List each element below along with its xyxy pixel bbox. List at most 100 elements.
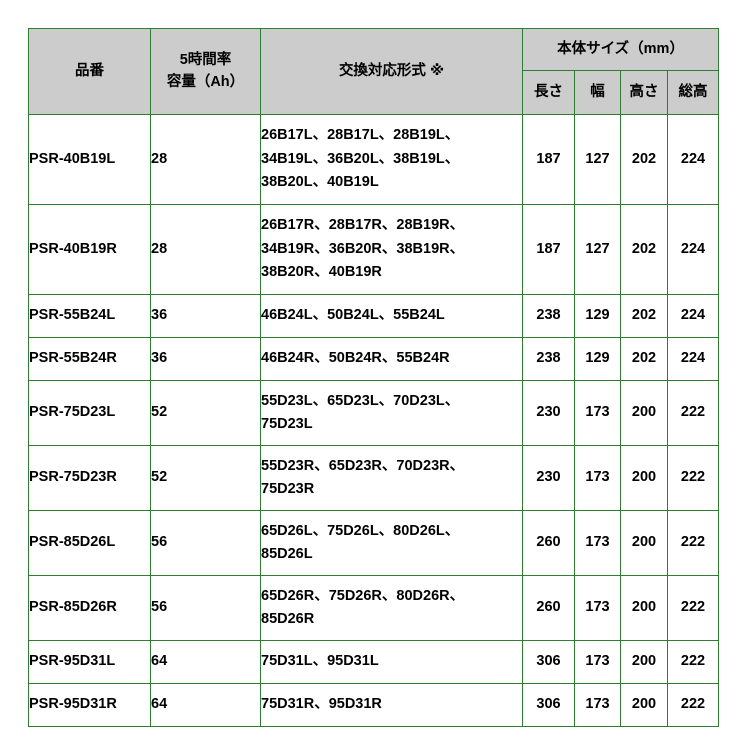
cell-height: 202 [620, 204, 668, 295]
compatible-type-line: 75D23R [261, 481, 315, 497]
cell-width: 173 [574, 640, 621, 684]
cell-length: 306 [522, 683, 575, 727]
cell-part-number: PSR-55B24L [28, 294, 151, 338]
cell-compatible-types: 55D23L、65D23L、70D23L、 75D23L [260, 380, 523, 446]
compatible-type-line: 26B17R、28B17R、28B19R、 [261, 217, 465, 234]
column-header-height: 高さ [620, 70, 668, 115]
cell-height: 200 [620, 683, 668, 727]
cell-length: 187 [522, 204, 575, 295]
cell-total-height: 222 [666, 683, 720, 727]
cell-width: 129 [574, 294, 621, 338]
cell-compatible-types: 75D31R、95D31R [260, 683, 523, 727]
cell-length: 260 [522, 575, 575, 641]
compatible-type-line: 55D23L、65D23L、70D23L、 [261, 392, 460, 409]
cell-height: 202 [620, 114, 668, 205]
column-header-compatible-types: 交換対応形式 ※ [260, 28, 523, 115]
cell-compatible-types: 65D26R、75D26R、80D26R、 85D26R [260, 575, 523, 641]
column-header-width: 幅 [574, 70, 621, 115]
cell-capacity: 52 [150, 380, 261, 446]
cell-capacity: 28 [150, 114, 261, 205]
table-row: PSR-40B19L 28 26B17L、28B17L、28B19L、 34B19L、… [28, 114, 720, 205]
column-header-length: 長さ [522, 70, 575, 115]
cell-total-height: 224 [666, 114, 720, 205]
cell-compatible-types: 65D26L、75D26L、80D26L、 85D26L [260, 510, 523, 576]
column-header-capacity: 5時間率 容量（Ah） [150, 28, 261, 115]
column-header-body-size-group: 本体サイズ（mm） [521, 28, 720, 71]
column-header-part-number: 品番 [28, 28, 151, 115]
table-row: PSR-55B24L 36 46B24L、50B24L、55B24L 238 129 20… [28, 294, 720, 338]
cell-compatible-types: 26B17L、28B17L、28B19L、 34B19L、36B20L、38B19… [260, 114, 523, 205]
table-row: PSR-85D26R 56 65D26R、75D26R、80D26R、 85D26R 2… [28, 575, 720, 641]
table-row: PSR-55B24R 36 46B24R、50B24R、55B24R 238 129 20… [28, 337, 720, 381]
cell-width: 127 [574, 114, 621, 205]
compatible-type-line: 85D26L [261, 546, 313, 562]
compatible-type-line: 38B20R、40B19R [261, 264, 382, 281]
table-row: PSR-95D31L 64 75D31L、95D31L 306 173 200 222 [28, 640, 720, 684]
cell-height: 202 [620, 294, 668, 338]
cell-length: 187 [522, 114, 575, 205]
cell-height: 200 [620, 380, 668, 446]
cell-height: 200 [620, 640, 668, 684]
cell-height: 200 [620, 575, 668, 641]
cell-capacity: 28 [150, 204, 261, 295]
compatible-type-line: 34B19L、36B20L、38B19L、 [261, 150, 460, 167]
cell-width: 173 [574, 683, 621, 727]
compatible-type-line: 46B24R、50B24R、55B24R [261, 350, 450, 367]
cell-width: 173 [574, 575, 621, 641]
cell-length: 306 [522, 640, 575, 684]
compatible-type-line: 26B17L、28B17L、28B19L、 [261, 127, 460, 144]
compatible-type-line: 46B24L、50B24L、55B24L [261, 307, 445, 324]
cell-width: 127 [574, 204, 621, 295]
cell-capacity: 64 [150, 683, 261, 727]
cell-length: 238 [522, 294, 575, 338]
cell-total-height: 222 [666, 510, 720, 576]
column-header-total-height: 総高 [666, 70, 720, 115]
compatible-type-line: 75D23L [261, 416, 313, 432]
cell-part-number: PSR-40B19R [28, 204, 151, 295]
compatible-type-line: 55D23R、65D23R、70D23R、 [261, 457, 465, 474]
cell-part-number: PSR-95D31L [28, 640, 151, 684]
compatible-type-line: 75D31L、95D31L [261, 653, 379, 670]
cell-part-number: PSR-75D23R [28, 445, 151, 511]
cell-part-number: PSR-40B19L [28, 114, 151, 205]
cell-capacity: 56 [150, 575, 261, 641]
cell-total-height: 222 [666, 640, 720, 684]
table-header: 品番 5時間率 容量（Ah） 交換対応形式 ※ 本体サイズ（mm） 長さ 幅 高… [28, 28, 720, 115]
cell-length: 230 [522, 445, 575, 511]
header-row-sub: 長さ 幅 高さ 総高 [29, 70, 720, 115]
cell-part-number: PSR-95D31R [28, 683, 151, 727]
capacity-header-line2: 容量（Ah） [166, 73, 245, 90]
cell-width: 173 [574, 510, 621, 576]
cell-capacity: 52 [150, 445, 261, 511]
cell-total-height: 222 [666, 575, 720, 641]
capacity-header-line1: 5時間率 [179, 52, 232, 69]
cell-total-height: 222 [666, 445, 720, 511]
cell-compatible-types: 46B24L、50B24L、55B24L [260, 294, 523, 338]
cell-total-height: 224 [666, 204, 720, 295]
cell-width: 173 [574, 445, 621, 511]
cell-height: 200 [620, 445, 668, 511]
compatible-type-line: 85D26R [261, 611, 315, 627]
cell-compatible-types: 26B17R、28B17R、28B19R、 34B19R、36B20R、38B19… [260, 204, 523, 295]
cell-part-number: PSR-55B24R [28, 337, 151, 381]
header-row-top: 品番 5時間率 容量（Ah） 交換対応形式 ※ 本体サイズ（mm） [28, 28, 720, 115]
table-body: PSR-40B19L 28 26B17L、28B17L、28B19L、 34B19L、… [28, 114, 720, 727]
compatible-type-line: 65D26L、75D26L、80D26L、 [261, 522, 460, 539]
table-row: PSR-75D23L 52 55D23L、65D23L、70D23L、 75D23L 2… [28, 380, 720, 446]
table-row: PSR-95D31R 64 75D31R、95D31R 306 173 200 222 [28, 683, 720, 727]
table-row: PSR-75D23R 52 55D23R、65D23R、70D23R、 75D23R 2… [28, 445, 720, 511]
table-row: PSR-40B19R 28 26B17R、28B17R、28B19R、 34B19R、… [28, 204, 720, 295]
cell-compatible-types: 75D31L、95D31L [260, 640, 523, 684]
cell-capacity: 56 [150, 510, 261, 576]
cell-capacity: 36 [150, 337, 261, 381]
cell-length: 260 [522, 510, 575, 576]
battery-spec-table: 品番 5時間率 容量（Ah） 交換対応形式 ※ 本体サイズ（mm） 長さ 幅 高… [28, 28, 720, 727]
cell-part-number: PSR-85D26L [28, 510, 151, 576]
cell-total-height: 224 [666, 294, 720, 338]
cell-length: 238 [522, 337, 575, 381]
compatible-type-line: 38B20L、40B19L [261, 174, 379, 191]
table-row: PSR-85D26L 56 65D26L、75D26L、80D26L、 85D26L 2… [28, 510, 720, 576]
cell-total-height: 224 [666, 337, 720, 381]
cell-height: 202 [620, 337, 668, 381]
